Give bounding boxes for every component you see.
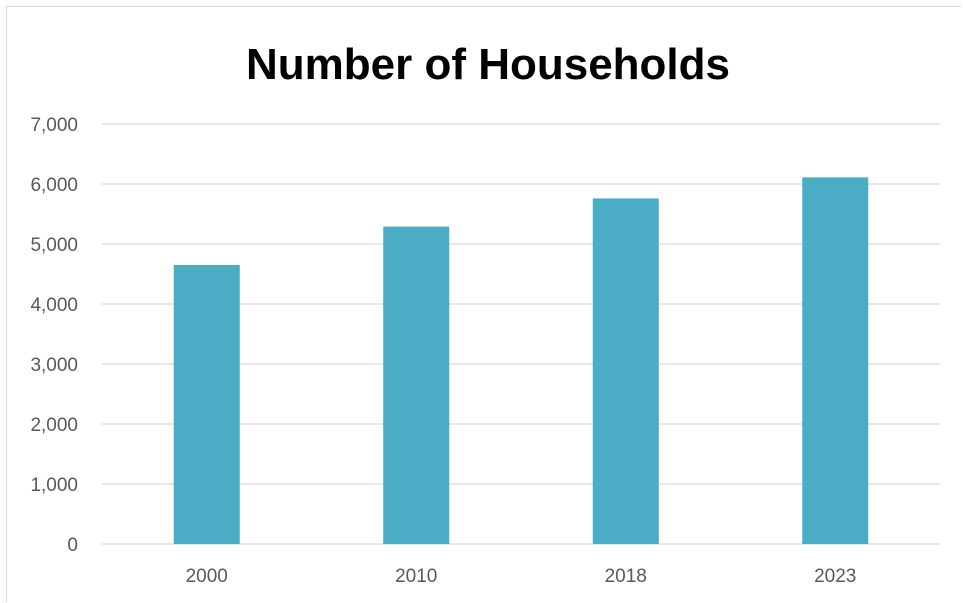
y-tick-label: 7,000 bbox=[30, 115, 78, 136]
bar-2000 bbox=[173, 265, 240, 544]
x-tick-label: 2000 bbox=[186, 566, 228, 587]
x-tick-label: 2018 bbox=[605, 566, 647, 587]
y-tick-label: 6,000 bbox=[30, 175, 78, 196]
x-tick-label: 2023 bbox=[814, 566, 856, 587]
bar-2023 bbox=[802, 177, 869, 544]
y-axis-tick-labels: 0 1,000 2,000 3,000 4,000 5,000 6,000 7,000 bbox=[30, 115, 78, 556]
bar-2018 bbox=[592, 198, 659, 544]
chart-title: Number of Households bbox=[246, 40, 730, 89]
y-tick-label: 1,000 bbox=[30, 475, 78, 496]
gridlines bbox=[102, 123, 940, 545]
y-tick-label: 5,000 bbox=[30, 235, 78, 256]
x-axis-tick-labels: 2000 2010 2018 2023 bbox=[186, 566, 857, 587]
y-tick-label: 0 bbox=[67, 535, 78, 556]
bar-2010 bbox=[383, 226, 450, 544]
y-tick-label: 3,000 bbox=[30, 355, 78, 376]
x-tick-label: 2010 bbox=[395, 566, 437, 587]
bars bbox=[173, 177, 869, 544]
y-tick-label: 2,000 bbox=[30, 415, 78, 436]
y-tick-label: 4,000 bbox=[30, 295, 78, 316]
